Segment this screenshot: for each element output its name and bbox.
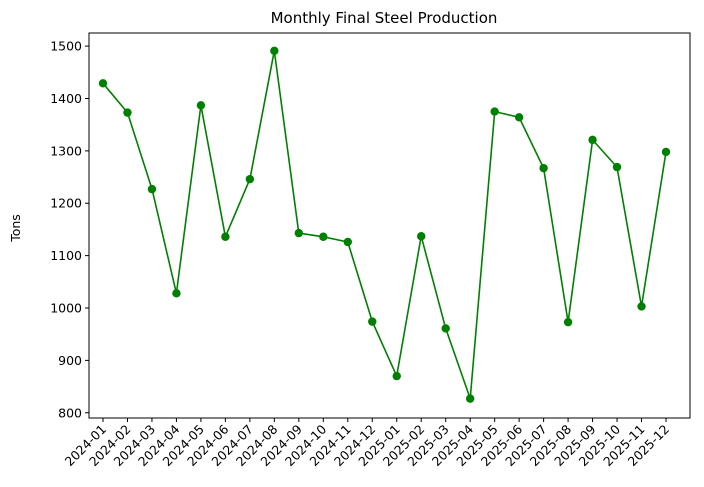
data-point [417,232,426,241]
plot-frame [88,32,691,419]
y-tick-label: 1400 [50,91,82,106]
data-point [661,147,671,157]
y-tick-label: 1100 [50,248,82,263]
data-point [539,163,548,173]
data-point [98,79,108,88]
y-tick-label: 900 [58,353,82,368]
data-point [612,162,622,172]
data-point [441,324,450,333]
data-point [392,371,401,381]
data-point [637,302,646,311]
data-point [465,394,475,403]
series-layer [98,46,671,403]
x-axis: 2024-012024-022024-032024-042024-052024-… [62,418,672,469]
data-point [343,237,352,247]
y-tick-label: 1000 [50,301,82,316]
data-point [294,228,304,238]
data-point [514,113,524,122]
chart-title: Monthly Final Steel Production [271,9,498,27]
y-tick-label: 800 [58,405,82,420]
data-point [490,107,499,116]
y-axis: 800 900 1000 1100 1200 1300 1400 1500 [50,39,89,420]
data-point [172,289,181,298]
y-tick-label: 1200 [50,196,82,211]
data-point [245,174,255,184]
data-point [563,317,573,327]
data-point [368,317,377,326]
y-tick-label: 1300 [50,143,82,158]
series-line [102,49,667,400]
data-point [196,101,206,110]
data-point [123,108,132,117]
data-point [147,184,157,194]
data-point [221,232,230,241]
data-point [270,46,279,56]
y-tick-label: 1500 [50,39,82,54]
data-point [319,232,328,241]
y-axis-label: Tons [8,214,23,243]
data-point [588,135,597,145]
